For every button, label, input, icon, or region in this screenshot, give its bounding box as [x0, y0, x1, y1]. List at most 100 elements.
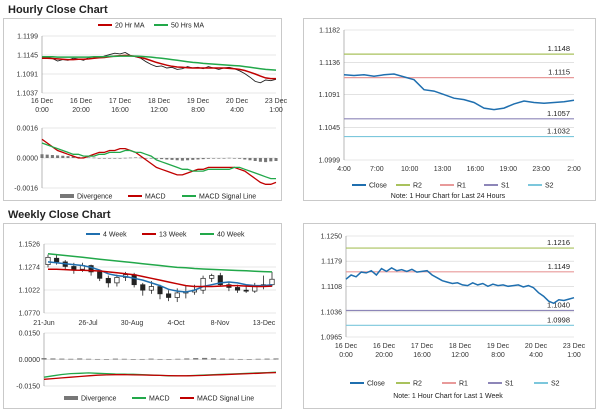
hourly-divergence-bar [160, 158, 164, 160]
hourly-levels-note: Note: 1 Hour Chart for Last 24 Hours [391, 193, 506, 200]
weekly-divergence-bar [264, 358, 270, 360]
hourly-divergence-bar [212, 158, 216, 159]
hourly-price-panel [3, 18, 282, 201]
weekly-divergence-bar [59, 358, 65, 360]
weekly-price-xtick: 21-Jun [33, 320, 55, 327]
weekly-price-xtick: 8-Nov [211, 320, 230, 327]
weekly-divergence-bar [228, 358, 234, 360]
weekly-candle-body [209, 275, 215, 279]
weekly-levels-xtick: 17 Dec [411, 343, 434, 350]
weekly-divergence-bar [148, 358, 154, 360]
hourly-legend-macd-label: MACD [145, 194, 166, 201]
weekly-divergence-bar [166, 359, 172, 360]
hourly-price-ytick: 1.1145 [17, 53, 38, 60]
weekly-candle-body [105, 277, 111, 284]
weekly-candle-body [269, 278, 275, 286]
hourly-divergence-bar [180, 158, 184, 161]
weekly-legend-macd-label: MACD [149, 396, 170, 403]
hourly-divergence-bar [123, 157, 127, 159]
hourly-50hr-ma-line [42, 55, 277, 71]
hourly-levels-xtick: 23:00 [532, 166, 550, 173]
weekly-levels-legend-s1-label: S1 [505, 381, 514, 388]
hourly-levels-xtick: 7:00 [370, 166, 384, 173]
hourly-divergence-bar [217, 158, 221, 159]
weekly-legend-4wk-label: 4 Week [103, 232, 127, 239]
weekly-levels-xtick: 20:00 [375, 352, 393, 359]
weekly-section-title: Weekly Close Chart [8, 209, 111, 221]
weekly-candle-body [166, 293, 172, 298]
hourly-legend-signal-label: MACD Signal Line [199, 194, 256, 201]
hourly-levels-legend-r2-label: R2 [413, 183, 422, 190]
weekly-levels-xtick: 8:00 [491, 352, 505, 359]
hourly-levels-xtick: 19:00 [500, 166, 518, 173]
hourly-divergence-bar [149, 158, 153, 159]
hourly-divergence-bar [50, 155, 54, 158]
hourly-macd-line [41, 138, 277, 185]
hourly-levels-legend-r1-label: R1 [457, 183, 466, 190]
hourly-levels-xtick: 4:00 [337, 166, 351, 173]
hourly-divergence-bar [144, 158, 148, 159]
weekly-price-xtick: 13-Dec [253, 320, 276, 327]
weekly-r2-value: 1.1216 [547, 238, 570, 247]
hourly-divergence-bar [191, 158, 195, 160]
hourly-divergence-bar [66, 156, 70, 158]
hourly-price-xtick: 16:00 [111, 107, 129, 114]
weekly-legend-40wk-label: 40 Week [217, 232, 245, 239]
weekly-candle-body [243, 289, 249, 292]
weekly-levels-xtick: 16:00 [413, 352, 431, 359]
weekly-candle-body [217, 275, 223, 286]
weekly-price-ytick: 1.0770 [19, 311, 41, 318]
hourly-divergence-bar [134, 157, 138, 159]
weekly-divergence-bar [121, 358, 127, 360]
weekly-legend-divergence-swatch [64, 396, 78, 400]
weekly-candle-body [131, 274, 137, 286]
weekly-candle-body [45, 256, 51, 265]
hourly-macd-ytick: 0.0000 [17, 156, 39, 163]
weekly-levels-close-line [345, 267, 575, 305]
hourly-legend-divergence-label: Divergence [77, 194, 113, 201]
weekly-legend-13wk-label: 13 Week [159, 232, 187, 239]
hourly-s1-value: 1.1057 [547, 109, 570, 118]
weekly-levels-ytick: 1.1179 [321, 259, 342, 266]
weekly-levels-xtick: 16 Dec [335, 343, 358, 350]
weekly-candle-body [54, 257, 60, 263]
weekly-levels-legend-r2-label: R2 [413, 381, 422, 388]
hourly-divergence-bar [222, 158, 226, 159]
hourly-divergence-bar [175, 158, 179, 161]
hourly-20hr-ma-line [42, 54, 276, 80]
weekly-40wk-line [47, 252, 273, 273]
weekly-levels-ytick: 1.0965 [321, 335, 343, 342]
hourly-price-xtick: 18 Dec [148, 98, 171, 105]
hourly-divergence-bar [243, 158, 247, 160]
weekly-levels-ytick: 1.1250 [321, 234, 343, 241]
weekly-price-xtick: 4-Oct [167, 320, 184, 327]
hourly-macd-ytick: 0.0016 [17, 126, 39, 133]
weekly-levels-xtick: 20 Dec [525, 343, 548, 350]
weekly-divergence-bar [210, 358, 217, 360]
weekly-levels-ytick: 1.1036 [321, 309, 343, 316]
hourly-divergence-bar [97, 158, 101, 159]
hourly-divergence-bar [113, 158, 117, 159]
weekly-divergence-bar [50, 358, 56, 360]
weekly-divergence-bar [219, 358, 226, 360]
weekly-macd-ytick: 0.0000 [19, 357, 41, 364]
weekly-levels-xtick: 4:00 [529, 352, 543, 359]
hourly-price-xtick: 16 Dec [31, 98, 54, 105]
weekly-levels-ytick: 1.1108 [321, 284, 342, 291]
weekly-price-xtick: 26-Jul [78, 320, 98, 327]
hourly-levels-xtick: 2:00 [567, 166, 581, 173]
hourly-divergence-bar [196, 158, 200, 160]
weekly-candle-body [148, 286, 154, 291]
hourly-divergence-bar [186, 158, 190, 161]
hourly-price-xtick: 17 Dec [109, 98, 132, 105]
hourly-legend-50hr-label: 50 Hrs MA [171, 23, 204, 30]
weekly-divergence-bar [41, 358, 47, 360]
weekly-13wk-line [48, 268, 273, 288]
hourly-price-xtick: 0:00 [35, 107, 49, 114]
hourly-divergence-bar [92, 157, 96, 159]
hourly-price-xtick: 16 Dec [70, 98, 93, 105]
weekly-divergence-bar [175, 358, 181, 360]
hourly-divergence-bar [87, 157, 91, 159]
hourly-price-xtick: 12:00 [150, 107, 168, 114]
